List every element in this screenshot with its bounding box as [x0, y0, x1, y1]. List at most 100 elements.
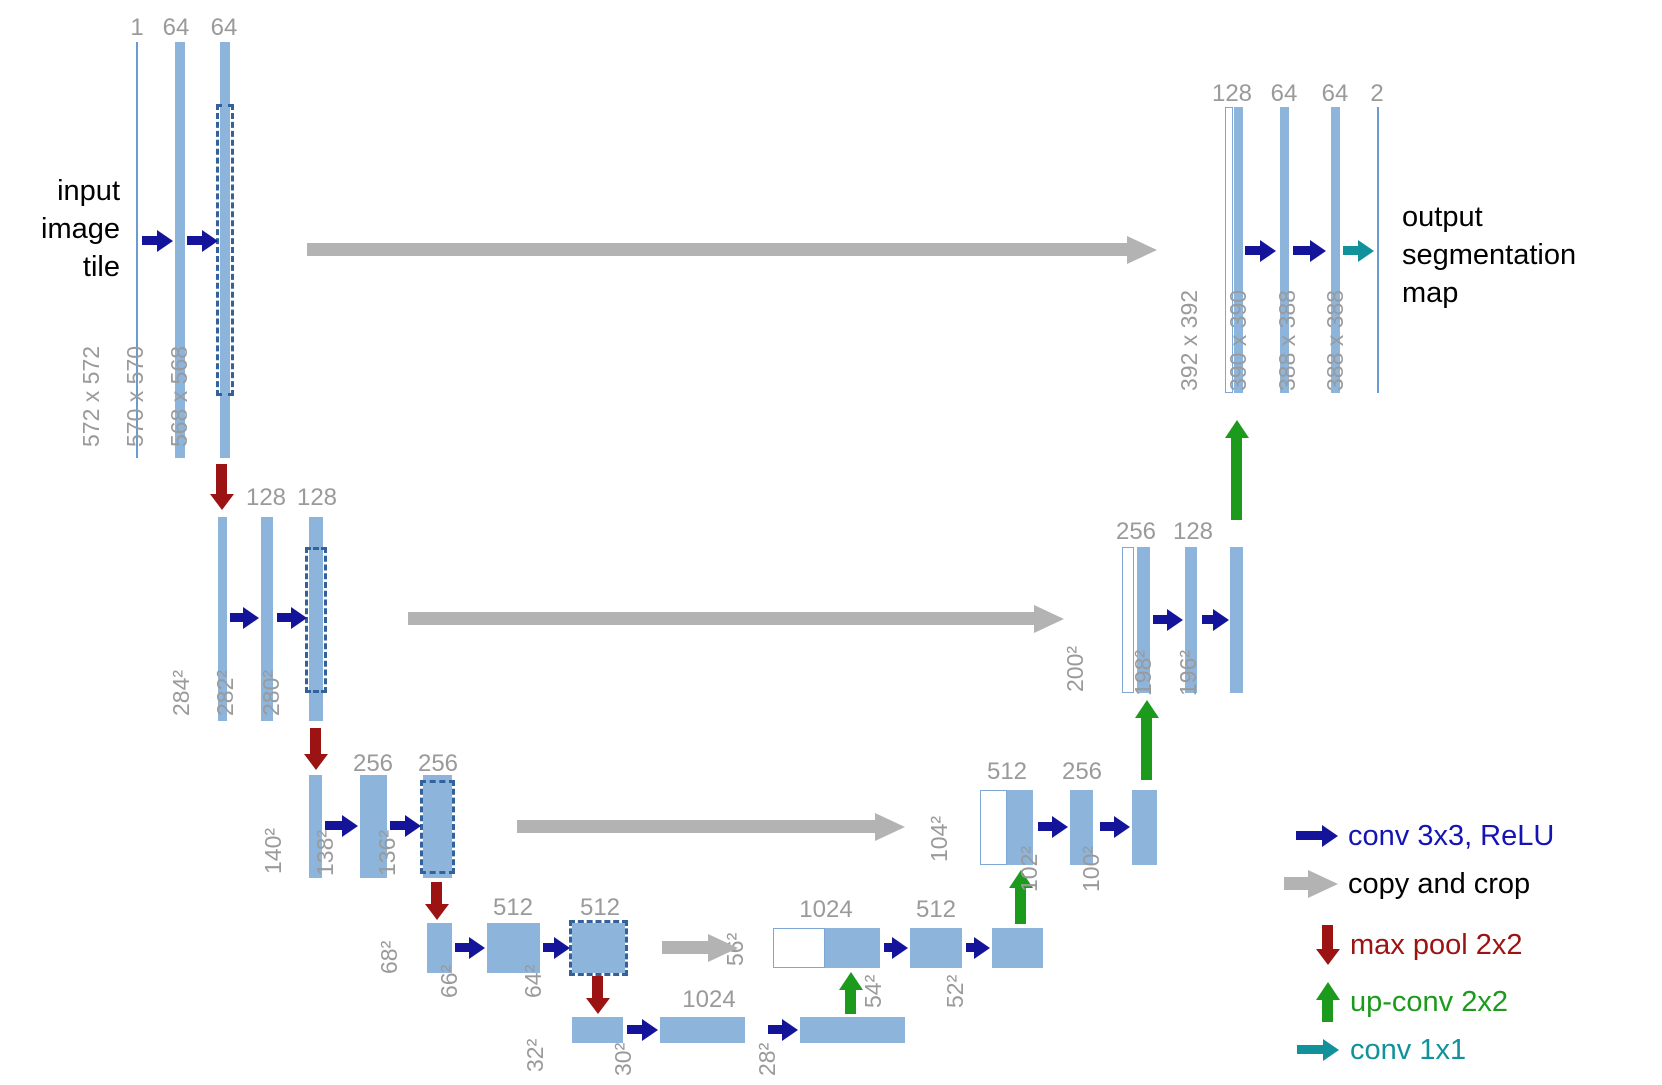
output-caption-line: segmentation: [1402, 239, 1577, 271]
feature-map-bar: [1331, 107, 1340, 393]
channel-count-label: 256: [1061, 758, 1103, 785]
legend-conv-arrow: [1296, 831, 1322, 840]
spatial-dim-label: 140²: [260, 827, 286, 874]
conv-arrow: [230, 613, 243, 622]
copy-crop-arrow: [307, 243, 1127, 256]
legend-max-pool-arrow: [1322, 925, 1333, 949]
conv-arrow: [1245, 246, 1260, 255]
channel-count-label: 512: [579, 894, 621, 921]
conv-arrow: [455, 943, 469, 952]
feature-map-bar: [427, 923, 452, 973]
max-pool-arrow: [592, 976, 603, 998]
feature-map-bar: [175, 42, 185, 458]
spatial-dim-label: 282²: [212, 669, 238, 716]
copied-feature-bar: [773, 928, 825, 968]
channel-count-label: 512: [492, 894, 534, 921]
spatial-dim-label: 568 x 568: [166, 345, 192, 447]
spatial-dim-label: 390 x 390: [1225, 289, 1251, 391]
channel-count-label: 256: [352, 750, 394, 777]
spatial-dim-label: 200²: [1062, 645, 1088, 692]
channel-count-label: 256: [417, 750, 459, 777]
legend-label: up-conv 2x2: [1350, 986, 1508, 1018]
conv-arrow: [1038, 822, 1052, 831]
max-pool-arrow: [310, 728, 321, 754]
spatial-dim-label: 392 x 392: [1176, 289, 1202, 391]
spatial-dim-label: 104²: [926, 815, 952, 862]
spatial-dim-label: 68²: [376, 940, 402, 974]
copy-crop-arrow: [408, 612, 1034, 625]
spatial-dim-label: 54²: [860, 974, 886, 1008]
cropped-region-outline: [569, 920, 628, 976]
output-caption-line: map: [1402, 277, 1459, 309]
feature-map-bar: [309, 517, 323, 721]
channel-count-label: 512: [915, 896, 957, 923]
feature-map-bar: [360, 775, 387, 878]
spatial-dim-label: 52²: [942, 974, 968, 1008]
spatial-dim-label: 136²: [374, 829, 400, 876]
feature-map-bar: [660, 1017, 745, 1043]
channel-count-label: 1024: [682, 986, 736, 1013]
conv-arrow: [325, 821, 342, 830]
copied-feature-bar: [980, 790, 1007, 865]
conv-arrow: [543, 943, 554, 952]
cropped-region-outline: [216, 104, 234, 396]
feature-map-bar: [487, 923, 540, 973]
feature-map-bar: [825, 928, 880, 968]
channel-count-label: 128: [1172, 518, 1214, 545]
feature-map-bar: [1070, 790, 1093, 865]
legend-conv1x1-arrow: [1297, 1045, 1323, 1054]
legend-copy-crop-arrow: [1284, 877, 1308, 890]
legend-up-conv-arrow: [1322, 1000, 1333, 1022]
conv-arrow: [1153, 615, 1167, 624]
conv-arrow: [187, 236, 202, 245]
feature-map-bar: [572, 1017, 623, 1043]
spatial-dim-label: 284²: [168, 669, 194, 716]
conv-arrow: [277, 613, 291, 622]
legend-label: conv 1x1: [1350, 1034, 1467, 1066]
feature-map-bar: [136, 42, 138, 458]
channel-count-label: 128: [245, 484, 287, 511]
channel-count-label: 64: [210, 14, 238, 41]
channel-count-label: 1: [130, 14, 144, 41]
copy-crop-arrow: [517, 820, 875, 833]
channel-count-label: 1024: [799, 896, 853, 923]
conv-arrow: [884, 943, 892, 952]
feature-map-bar: [220, 42, 230, 458]
channel-count-label: 64: [1270, 80, 1298, 107]
feature-map-bar: [800, 1017, 905, 1043]
conv1x1-arrow: [1343, 246, 1358, 255]
spatial-dim-label: 388 x 388: [1322, 289, 1348, 391]
feature-map-bar: [992, 928, 1043, 968]
legend-label: max pool 2x2: [1350, 929, 1523, 961]
output-caption: output segmentation map: [1402, 198, 1576, 312]
feature-map-bar: [1132, 790, 1157, 865]
up-conv-arrow: [1231, 438, 1242, 520]
feature-map-bar: [218, 517, 227, 721]
feature-map-bar: [1137, 547, 1150, 693]
input-caption-line: image: [41, 213, 120, 245]
channel-count-label: 256: [1115, 518, 1157, 545]
conv-arrow: [1202, 615, 1213, 624]
spatial-dim-label: 280²: [258, 669, 284, 716]
output-caption-line: output: [1402, 201, 1483, 233]
feature-map-bar: [1280, 107, 1289, 393]
up-conv-arrow: [1015, 888, 1026, 924]
spatial-dim-label: 102²: [1016, 845, 1042, 892]
feature-map-bar: [423, 775, 452, 878]
copied-feature-bar: [1225, 107, 1233, 393]
spatial-dim-label: 388 x 388: [1274, 289, 1300, 391]
cropped-region-outline: [420, 780, 455, 874]
spatial-dim-label: 30²: [610, 1042, 636, 1076]
channel-count-label: 2: [1370, 80, 1384, 107]
feature-map-bar: [1234, 107, 1243, 393]
max-pool-arrow: [216, 464, 227, 494]
feature-map-bar: [309, 775, 322, 878]
feature-map-bar: [572, 923, 625, 973]
feature-map-bar: [910, 928, 962, 968]
channel-count-label: 64: [162, 14, 190, 41]
spatial-dim-label: 64²: [520, 964, 546, 998]
max-pool-arrow: [431, 882, 442, 904]
conv-arrow: [390, 821, 405, 830]
spatial-dim-label: 196²: [1175, 649, 1201, 696]
